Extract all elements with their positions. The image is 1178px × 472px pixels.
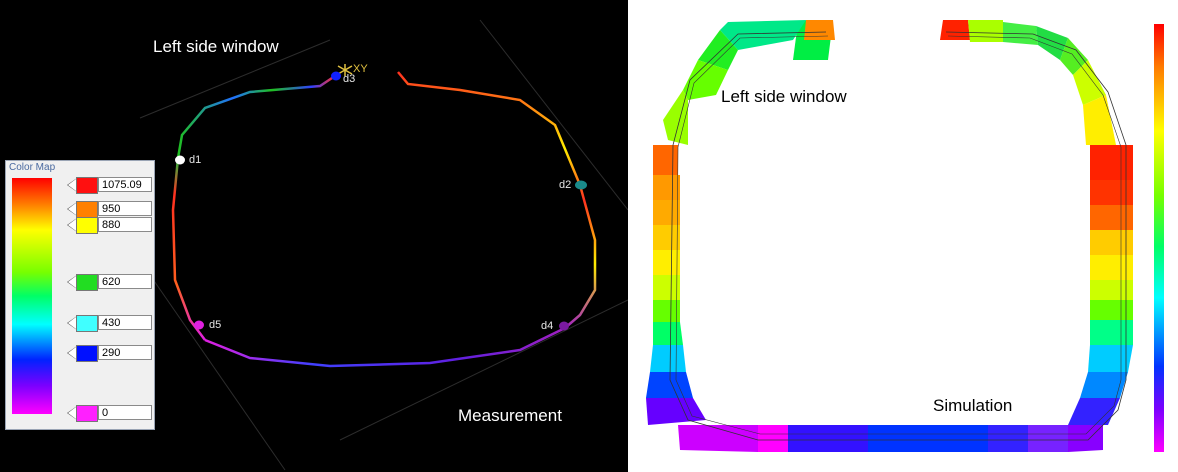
measurement-panel: Left side window Measurement XY d1 d2 d3…	[0, 0, 628, 472]
simulation-legend-gradient	[1154, 24, 1164, 452]
point-label-d1: d1	[189, 154, 202, 166]
color-swatch[interactable]	[76, 201, 98, 218]
point-d5	[194, 320, 204, 330]
measurement-window-label: Left side window	[153, 37, 279, 56]
color-value-field[interactable]: 620	[98, 274, 152, 289]
color-map-panel: Color Map 1075.09 950 880 620 430	[5, 160, 155, 430]
slider-handle-icon[interactable]	[68, 276, 76, 288]
simulation-panel: Left side window Simulation	[628, 0, 1178, 472]
measurement-ring	[139, 19, 628, 471]
measurement-caption: Measurement	[458, 406, 562, 425]
point-label-d3: d3	[343, 73, 356, 85]
xy-axis-label: XY	[353, 63, 368, 75]
slider-handle-icon[interactable]	[68, 407, 76, 419]
color-value-field[interactable]: 880	[98, 217, 152, 232]
point-d3	[331, 71, 341, 81]
slider-handle-icon[interactable]	[68, 347, 76, 359]
simulation-contour	[646, 20, 1133, 452]
color-swatch[interactable]	[76, 345, 98, 362]
color-swatch[interactable]	[76, 315, 98, 332]
color-swatch[interactable]	[76, 405, 98, 422]
left-pillar	[646, 20, 835, 425]
slider-handle-icon[interactable]	[68, 219, 76, 231]
color-map-title: Color Map	[9, 162, 56, 173]
point-d1	[175, 155, 185, 165]
slider-handle-icon[interactable]	[68, 179, 76, 191]
color-value-field[interactable]: 1075.09	[98, 177, 152, 192]
color-map-gradient	[12, 178, 52, 414]
point-label-d2: d2	[559, 179, 572, 191]
point-d2	[575, 180, 587, 190]
slider-handle-icon[interactable]	[68, 203, 76, 215]
slider-handle-icon[interactable]	[68, 317, 76, 329]
xy-axis-marker	[337, 64, 353, 76]
bottom-sill	[678, 425, 1103, 452]
right-pillar	[940, 20, 1133, 425]
point-label-d4: d4	[541, 320, 554, 332]
color-swatch[interactable]	[76, 177, 98, 194]
color-value-field[interactable]: 290	[98, 345, 152, 360]
point-label-d5: d5	[209, 319, 222, 331]
color-value-field[interactable]: 430	[98, 315, 152, 330]
point-d4	[559, 321, 569, 331]
color-value-field[interactable]: 0	[98, 405, 152, 420]
color-swatch[interactable]	[76, 217, 98, 234]
simulation-caption: Simulation	[933, 396, 1013, 415]
simulation-window-label: Left side window	[721, 87, 847, 106]
color-swatch[interactable]	[76, 274, 98, 291]
color-value-field[interactable]: 950	[98, 201, 152, 216]
